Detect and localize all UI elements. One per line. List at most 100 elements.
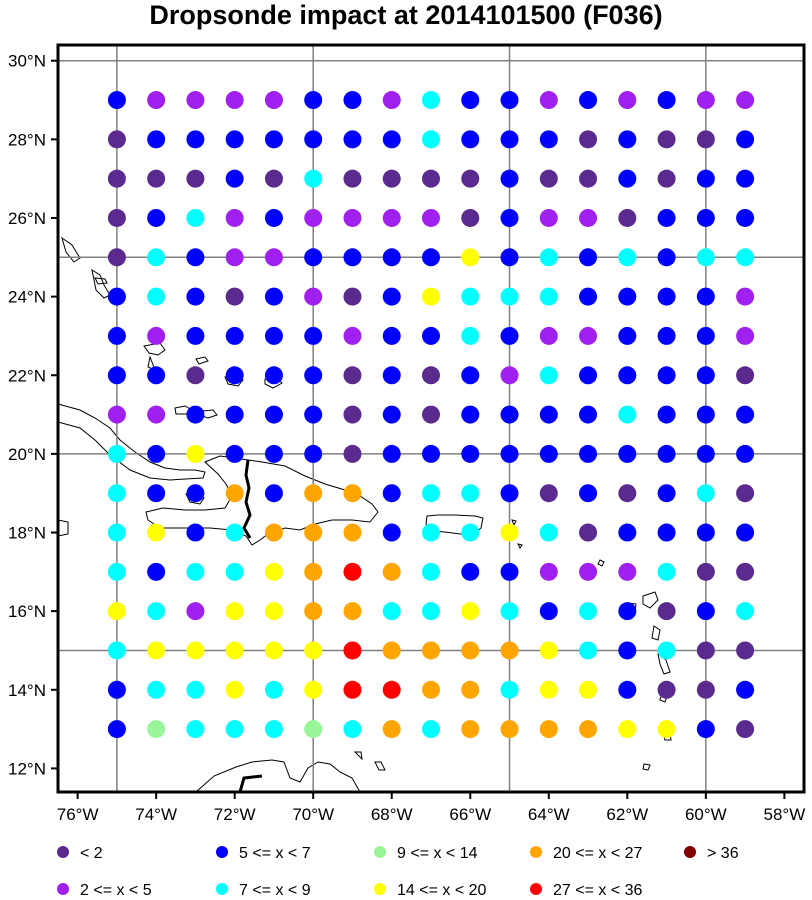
dropsonde-dot: [147, 169, 166, 188]
dropsonde-dot: [422, 248, 440, 267]
dropsonde-dot: [657, 405, 676, 424]
dropsonde-dot: [304, 484, 323, 503]
dropsonde-dot: [657, 366, 676, 385]
dropsonde-dot: [225, 287, 244, 306]
dropsonde-dot: [736, 130, 755, 149]
legend-swatch: [216, 846, 228, 858]
dropsonde-dot: [657, 287, 676, 306]
dropsonde-dot: [579, 602, 598, 621]
dropsonde-dot: [422, 484, 440, 503]
dropsonde-dot: [107, 91, 126, 110]
legend-swatch: [684, 846, 696, 858]
dropsonde-dot: [500, 523, 519, 542]
dropsonde-dot: [500, 444, 519, 463]
dropsonde-dot: [461, 641, 480, 660]
dropsonde-dot: [186, 523, 205, 542]
dropsonde-dot: [500, 169, 519, 188]
dropsonde-dot: [461, 405, 480, 424]
dropsonde-dot: [186, 208, 205, 227]
dropsonde-dot: [107, 326, 126, 345]
dropsonde-dot: [304, 720, 323, 739]
dropsonde-dot: [461, 130, 480, 149]
legend-swatch: [374, 883, 386, 895]
dropsonde-dot: [147, 326, 166, 345]
dropsonde-dot: [225, 523, 244, 542]
dropsonde-dot: [147, 366, 166, 385]
dropsonde-dot: [657, 484, 676, 503]
dropsonde-dot: [618, 523, 637, 542]
legend-label: 5 <= x < 7: [239, 845, 311, 862]
dropsonde-dot: [736, 326, 755, 345]
dropsonde-dot: [225, 366, 244, 385]
dropsonde-dot: [539, 169, 558, 188]
lon-tick-label: 76°W: [57, 805, 99, 824]
dropsonde-dot: [343, 444, 362, 463]
dropsonde-dot: [343, 720, 362, 739]
dropsonde-dot: [304, 523, 323, 542]
dropsonde-dot: [422, 208, 440, 227]
dropsonde-dot: [343, 602, 362, 621]
dropsonde-dot: [264, 326, 283, 345]
dropsonde-dot: [657, 562, 676, 581]
dropsonde-dot: [147, 562, 166, 581]
dropsonde-dot: [304, 91, 323, 110]
legend-label: 14 <= x < 20: [397, 882, 487, 899]
dropsonde-dot: [382, 602, 401, 621]
map-title: Dropsonde impact at 2014101500 (F036): [149, 0, 662, 30]
lon-tick-label: 62°W: [606, 805, 648, 824]
dropsonde-dot: [461, 366, 480, 385]
dropsonde-dot: [579, 444, 598, 463]
dropsonde-dot: [382, 287, 401, 306]
dropsonde-dot: [264, 602, 283, 621]
dropsonde-dot: [657, 326, 676, 345]
dropsonde-dot: [147, 680, 166, 699]
dropsonde-dot: [422, 91, 440, 110]
dropsonde-dot: [107, 720, 126, 739]
dropsonde-dot: [618, 641, 637, 660]
dropsonde-dot: [343, 91, 362, 110]
dropsonde-dot: [382, 91, 401, 110]
dropsonde-dot: [382, 326, 401, 345]
dropsonde-dot: [264, 366, 283, 385]
dropsonde-dot: [422, 680, 440, 699]
dropsonde-dot: [461, 248, 480, 267]
dropsonde-dot: [343, 680, 362, 699]
dropsonde-dot: [539, 326, 558, 345]
lon-tick-label: 64°W: [528, 805, 570, 824]
dropsonde-dot: [618, 169, 637, 188]
dropsonde-dot: [343, 326, 362, 345]
dropsonde-dot: [579, 366, 598, 385]
dropsonde-dot: [657, 523, 676, 542]
dropsonde-dot: [736, 602, 755, 621]
legend-swatch: [57, 883, 69, 895]
dropsonde-dot: [107, 169, 126, 188]
dropsonde-dot: [343, 366, 362, 385]
dropsonde-dot: [304, 287, 323, 306]
dropsonde-dot: [579, 208, 598, 227]
dropsonde-dot: [500, 91, 519, 110]
dropsonde-dot: [343, 287, 362, 306]
dropsonde-dot: [147, 523, 166, 542]
dropsonde-dot: [657, 680, 676, 699]
dropsonde-dot: [186, 720, 205, 739]
dropsonde-dot: [500, 405, 519, 424]
dropsonde-dot: [186, 484, 205, 503]
legend-swatch: [216, 883, 228, 895]
legend-label: 9 <= x < 14: [397, 845, 478, 862]
dropsonde-dot: [500, 641, 519, 660]
dropsonde-dot: [147, 405, 166, 424]
dropsonde-dot: [736, 562, 755, 581]
dropsonde-dot: [618, 680, 637, 699]
dropsonde-dot: [107, 444, 126, 463]
dropsonde-dot: [539, 523, 558, 542]
dropsonde-dot: [107, 287, 126, 306]
dropsonde-dot: [618, 444, 637, 463]
dropsonde-dot: [696, 523, 715, 542]
dropsonde-dot: [696, 130, 715, 149]
dropsonde-dot: [461, 562, 480, 581]
map-frame: [56, 43, 806, 794]
dropsonde-dot: [304, 562, 323, 581]
dropsonde-dot: [382, 444, 401, 463]
dropsonde-dot: [736, 641, 755, 660]
dropsonde-dot: [579, 405, 598, 424]
